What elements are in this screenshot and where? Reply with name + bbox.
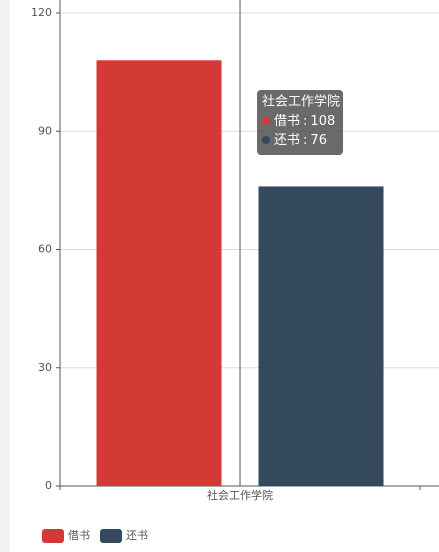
- y-tick-label: 120: [31, 6, 52, 19]
- tooltip-title: 社会工作学院: [262, 94, 340, 110]
- x-tick-label: 社会工作学院: [207, 488, 273, 502]
- side-strip: [0, 0, 10, 552]
- y-tick-label: 90: [38, 124, 52, 137]
- tooltip-dot: [262, 117, 271, 125]
- legend-label[interactable]: 还书: [126, 529, 148, 542]
- y-tick-label: 30: [38, 361, 52, 374]
- bar: [258, 186, 384, 486]
- tooltip-value: 76: [310, 133, 327, 148]
- tooltip-dot: [262, 136, 271, 144]
- tooltip-value: 108: [310, 114, 335, 129]
- tooltip-entry: 还书:76: [274, 133, 327, 148]
- legend-swatch[interactable]: [42, 529, 64, 543]
- y-tick-label: 60: [38, 243, 52, 256]
- tooltip-name: 借书: [274, 114, 300, 129]
- bar: [96, 60, 222, 487]
- legend-label[interactable]: 借书: [68, 529, 90, 542]
- y-tick-label: 0: [45, 479, 52, 492]
- legend-swatch[interactable]: [100, 529, 122, 543]
- tooltip-sep: :: [303, 133, 307, 148]
- tooltip-name: 还书: [274, 133, 300, 148]
- tooltip-sep: :: [303, 114, 307, 129]
- tooltip-entry: 借书:108: [274, 114, 335, 129]
- tooltip-box: [257, 90, 344, 155]
